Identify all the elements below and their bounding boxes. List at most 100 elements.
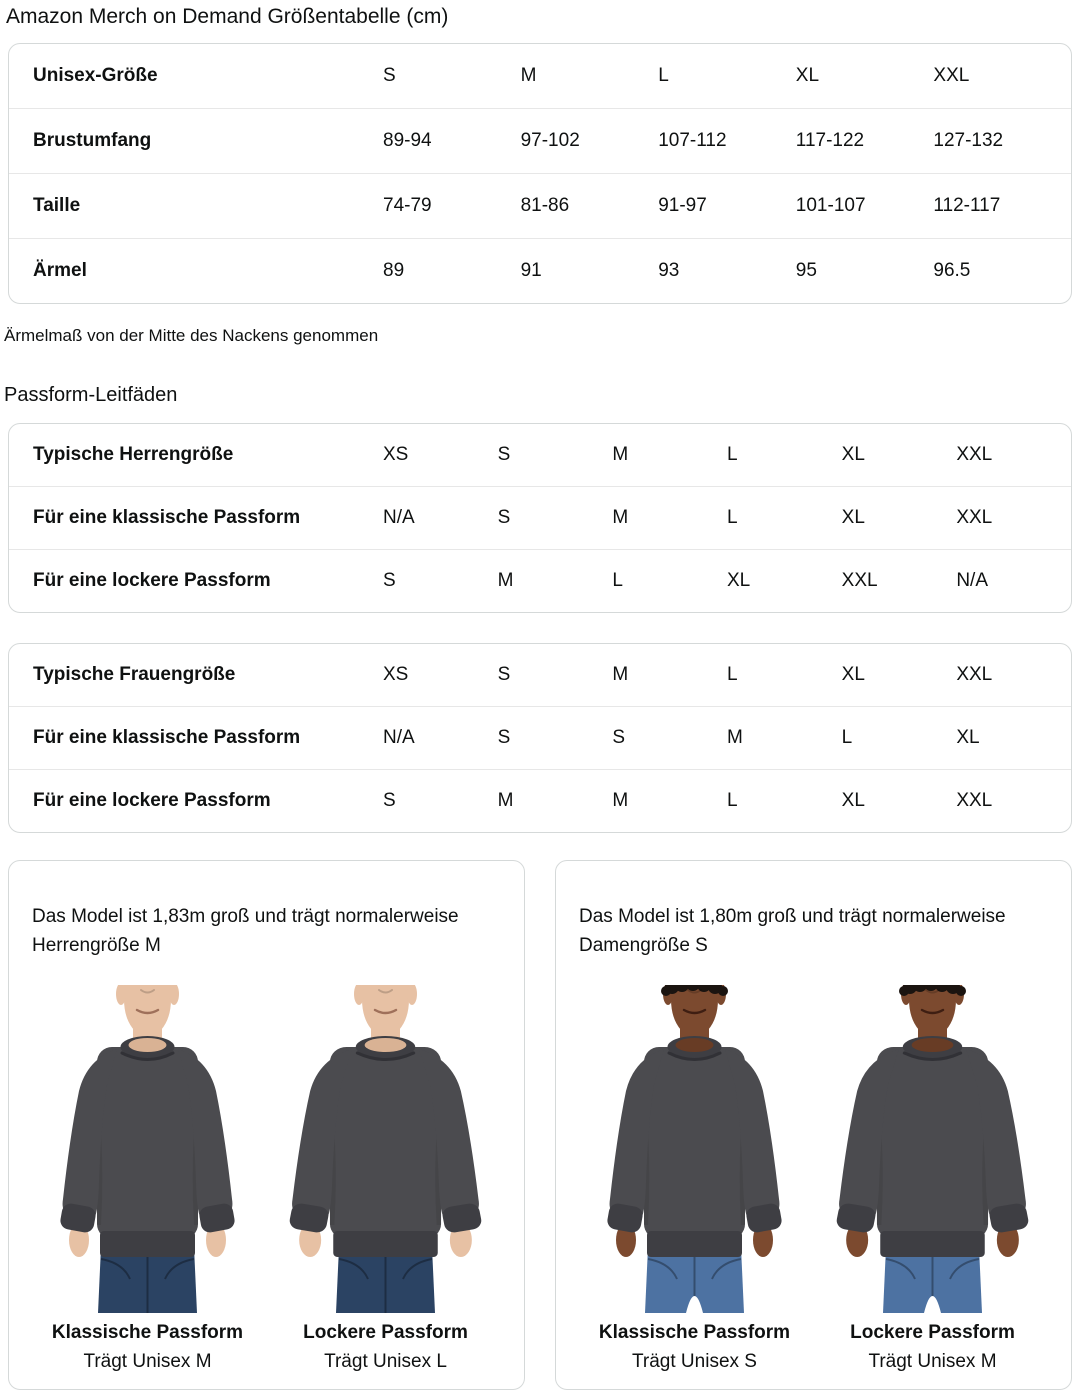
size-cell: L bbox=[658, 65, 669, 87]
size-cell: 117-122 bbox=[795, 130, 865, 152]
sleeve-measure-footnote: Ärmelmaß von der Mitte des Nackens genom… bbox=[4, 326, 379, 346]
size-cell: XXL bbox=[841, 570, 878, 592]
womens-model-card: Das Model ist 1,80m groß und trägt norma… bbox=[555, 860, 1072, 1391]
figures-row: Klassische Passform Trägt Unisex M bbox=[32, 985, 501, 1373]
table-row: Ärmel 89 91 93 95 96.5 bbox=[9, 238, 1071, 303]
table-row: Unisex-Größe S M L XL XXL bbox=[9, 44, 1071, 108]
mens-fit-table: Typische Herrengröße XS S M L XL XXL Für eine… bbox=[8, 423, 1072, 614]
fit-label: Lockere Passform bbox=[303, 1322, 468, 1344]
size-cell: 127-132 bbox=[933, 130, 1004, 152]
size-worn-label: Trägt Unisex M bbox=[83, 1351, 212, 1373]
size-cell: L bbox=[726, 507, 738, 529]
table-row: Für eine lockere Passform S M L XL XXL N/A bbox=[9, 549, 1071, 612]
model-photo bbox=[289, 985, 482, 1314]
model-photo bbox=[60, 985, 235, 1314]
size-cell: 91 bbox=[520, 260, 542, 282]
size-cell: S bbox=[497, 664, 511, 686]
size-cell: M bbox=[497, 790, 514, 812]
model-figure: Lockere Passform Trägt Unisex L bbox=[271, 985, 501, 1373]
size-cell: 96.5 bbox=[933, 260, 971, 282]
model-image bbox=[273, 985, 498, 1314]
size-worn-label: Trägt Unisex S bbox=[632, 1351, 757, 1373]
size-cell: M bbox=[612, 664, 629, 686]
model-figure: Lockere Passform Trägt Unisex M bbox=[818, 985, 1048, 1373]
row-label: Ärmel bbox=[33, 260, 87, 282]
figures-row: Klassische Passform Trägt Unisex S bbox=[579, 985, 1048, 1373]
model-image bbox=[35, 985, 260, 1314]
size-cell: XL bbox=[841, 664, 865, 686]
size-cell: S bbox=[612, 727, 626, 749]
size-cell: 81-86 bbox=[520, 195, 570, 217]
size-cell: N/A bbox=[383, 727, 415, 749]
size-cell: L bbox=[841, 727, 853, 749]
size-cell: XXL bbox=[956, 444, 993, 466]
row-label: Taille bbox=[33, 195, 81, 217]
size-cell: S bbox=[383, 790, 396, 812]
size-cell: XXL bbox=[956, 664, 993, 686]
fit-label: Klassische Passform bbox=[598, 1322, 791, 1344]
size-cell: S bbox=[383, 65, 396, 87]
size-cell: N/A bbox=[383, 507, 415, 529]
size-cell: M bbox=[612, 444, 629, 466]
table-row: Für eine klassische Passform N/A S S M L XL bbox=[9, 706, 1071, 769]
size-cell: 97-102 bbox=[520, 130, 580, 152]
fit-label: Lockere Passform bbox=[850, 1322, 1015, 1344]
size-cell: XXL bbox=[956, 507, 993, 529]
size-cell: XL bbox=[795, 65, 820, 87]
size-cell: XL bbox=[726, 570, 751, 592]
model-cards: Das Model ist 1,83m groß und trägt norma… bbox=[8, 860, 1072, 1391]
row-label: Für eine klassische Passform bbox=[33, 727, 301, 749]
model-description: Das Model ist 1,80m groß und trägt norma… bbox=[579, 906, 1006, 957]
size-cell: XXL bbox=[933, 65, 970, 87]
table-row: Für eine lockere Passform S M M L XL XXL bbox=[9, 769, 1071, 832]
table-row: Taille 74-79 81-86 91-97 101-107 112-117 bbox=[9, 173, 1071, 238]
size-cell: L bbox=[726, 790, 738, 812]
size-cell: S bbox=[497, 507, 511, 529]
size-cell: 107-112 bbox=[658, 130, 727, 152]
mens-model-card: Das Model ist 1,83m groß und trägt norma… bbox=[8, 860, 525, 1391]
row-label: Typische Herrengröße bbox=[33, 444, 234, 466]
fit-label: Klassische Passform bbox=[51, 1322, 244, 1344]
model-image bbox=[820, 985, 1045, 1314]
size-cell: 93 bbox=[658, 260, 680, 282]
row-label: Für eine lockere Passform bbox=[33, 790, 271, 812]
size-cell: XS bbox=[383, 664, 409, 686]
size-cell: 89-94 bbox=[383, 130, 432, 152]
size-cell: XL bbox=[841, 444, 865, 466]
size-cell: M bbox=[497, 570, 514, 592]
model-image bbox=[582, 985, 807, 1314]
size-cell: L bbox=[612, 570, 623, 592]
row-label: Für eine klassische Passform bbox=[33, 507, 301, 529]
size-cell: S bbox=[497, 727, 511, 749]
size-cell: M bbox=[612, 790, 629, 812]
table-row: Typische Herrengröße XS S M L XL XXL bbox=[9, 424, 1071, 486]
size-cell: S bbox=[497, 444, 511, 466]
size-cell: L bbox=[726, 664, 738, 686]
size-cell: S bbox=[383, 570, 396, 592]
size-cell: 95 bbox=[795, 260, 817, 282]
row-label: Unisex-Größe bbox=[33, 65, 158, 87]
fit-guides-title: Passform-Leitfäden bbox=[4, 384, 178, 407]
table-row: Für eine klassische Passform N/A S M L XL XXL bbox=[9, 486, 1071, 549]
size-cell: 89 bbox=[383, 260, 405, 282]
size-worn-label: Trägt Unisex M bbox=[868, 1351, 997, 1373]
table-row: Brustumfang 89-94 97-102 107-112 117-122 127… bbox=[9, 108, 1071, 173]
model-photo bbox=[607, 985, 782, 1314]
size-cell: 112-117 bbox=[933, 195, 1001, 217]
model-figure: Klassische Passform Trägt Unisex S bbox=[580, 985, 810, 1373]
unisex-size-table: Unisex-Größe S M L XL XXL Brustumfang 89-94 9… bbox=[8, 43, 1072, 305]
model-description: Das Model ist 1,83m groß und trägt norma… bbox=[32, 906, 459, 957]
size-cell: M bbox=[726, 727, 743, 749]
size-guide-page: Amazon Merch on Demand Größentabelle (cm… bbox=[0, 4, 1080, 1391]
size-cell: 74-79 bbox=[383, 195, 432, 217]
size-cell: 101-107 bbox=[795, 195, 866, 217]
womens-fit-table: Typische Frauengröße XS S M L XL XXL Für eine… bbox=[8, 643, 1072, 834]
size-cell: XL bbox=[841, 507, 865, 529]
row-label: Typische Frauengröße bbox=[33, 664, 236, 686]
size-cell: XS bbox=[383, 444, 409, 466]
size-cell: 91-97 bbox=[658, 195, 707, 217]
size-worn-label: Trägt Unisex L bbox=[324, 1351, 447, 1373]
size-cell: XL bbox=[841, 790, 865, 812]
size-cell: L bbox=[726, 444, 738, 466]
size-cell: M bbox=[520, 65, 537, 87]
